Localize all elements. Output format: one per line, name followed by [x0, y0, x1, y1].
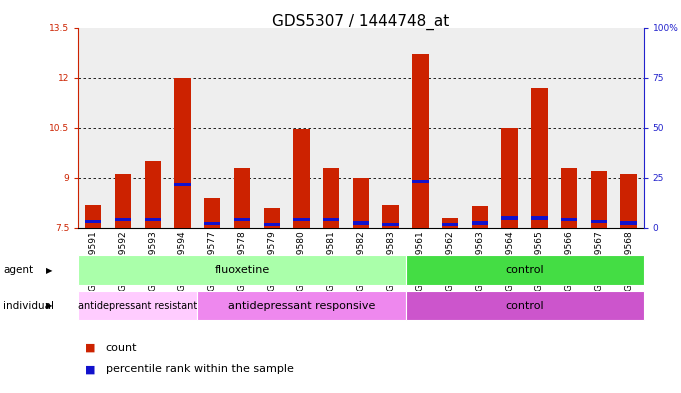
- Bar: [204, 198, 221, 228]
- Bar: [115, 218, 131, 221]
- Text: antidepressant resistant: antidepressant resistant: [78, 301, 197, 310]
- Bar: [472, 221, 488, 225]
- Bar: [561, 168, 577, 228]
- Bar: [531, 216, 548, 220]
- Text: GDS5307 / 1444748_at: GDS5307 / 1444748_at: [272, 14, 449, 30]
- Bar: [78, 255, 406, 285]
- Text: agent: agent: [3, 265, 33, 275]
- Bar: [323, 168, 339, 228]
- Text: control: control: [505, 301, 544, 310]
- Bar: [294, 129, 310, 228]
- Bar: [442, 218, 458, 228]
- Bar: [197, 291, 406, 320]
- Text: ■: ■: [85, 343, 95, 353]
- Bar: [85, 220, 101, 223]
- Text: ■: ■: [85, 364, 95, 375]
- Bar: [412, 54, 428, 228]
- Bar: [561, 218, 577, 221]
- Bar: [78, 291, 197, 320]
- Bar: [264, 223, 280, 226]
- Bar: [115, 174, 131, 228]
- Bar: [383, 205, 399, 228]
- Bar: [442, 223, 458, 226]
- Bar: [531, 88, 548, 228]
- Bar: [144, 161, 161, 228]
- Bar: [406, 255, 644, 285]
- Text: percentile rank within the sample: percentile rank within the sample: [106, 364, 294, 375]
- Text: count: count: [106, 343, 137, 353]
- Bar: [294, 218, 310, 221]
- Bar: [234, 168, 250, 228]
- Bar: [620, 174, 637, 228]
- Bar: [353, 221, 369, 225]
- Bar: [406, 291, 644, 320]
- Text: ▶: ▶: [46, 266, 53, 275]
- Text: control: control: [505, 265, 544, 275]
- Bar: [264, 208, 280, 228]
- Bar: [234, 218, 250, 221]
- Bar: [323, 218, 339, 221]
- Bar: [174, 183, 191, 186]
- Text: ▶: ▶: [46, 301, 53, 310]
- Bar: [590, 171, 607, 228]
- Text: antidepressant responsive: antidepressant responsive: [227, 301, 375, 310]
- Bar: [174, 78, 191, 228]
- Bar: [383, 223, 399, 226]
- Bar: [353, 178, 369, 228]
- Bar: [144, 218, 161, 221]
- Bar: [501, 216, 518, 220]
- Bar: [412, 180, 428, 183]
- Bar: [501, 128, 518, 228]
- Bar: [204, 222, 221, 225]
- Text: individual: individual: [3, 301, 54, 310]
- Text: fluoxetine: fluoxetine: [215, 265, 270, 275]
- Bar: [620, 221, 637, 225]
- Bar: [472, 206, 488, 228]
- Bar: [85, 205, 101, 228]
- Bar: [590, 220, 607, 223]
